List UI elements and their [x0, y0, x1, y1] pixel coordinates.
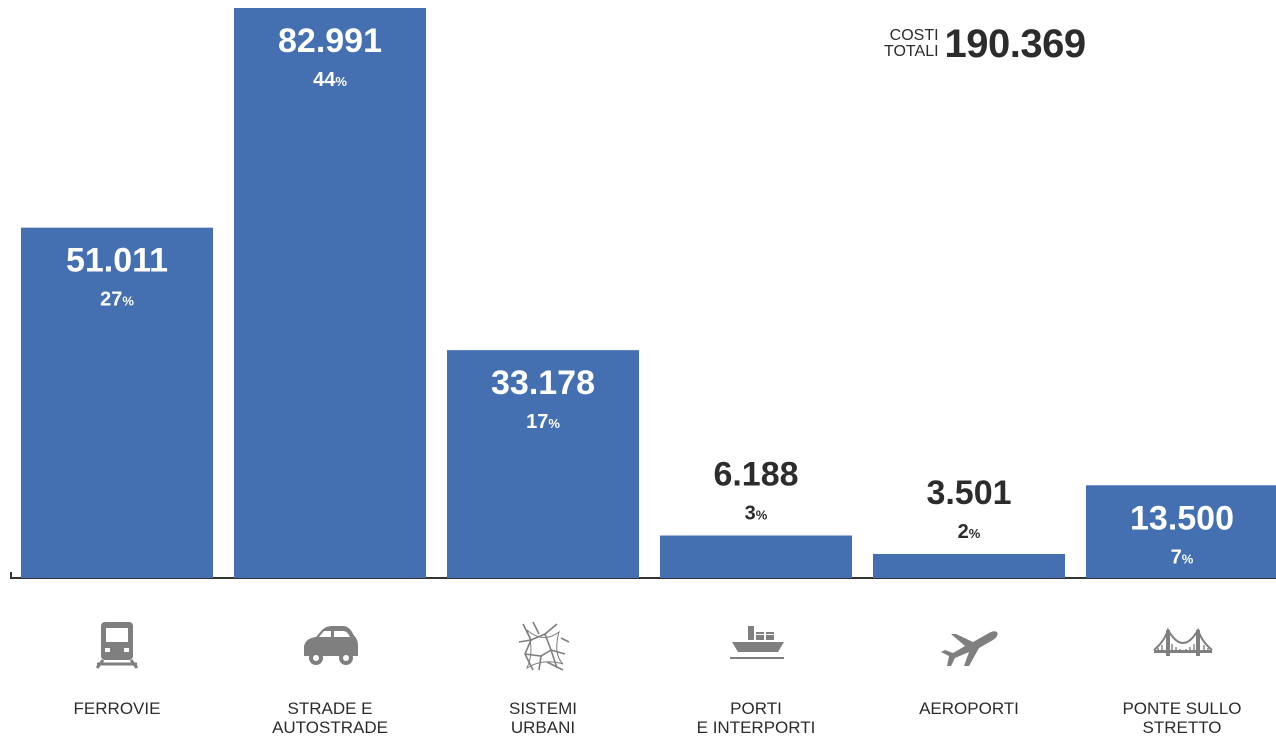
category-label-line: AUTOSTRADE	[272, 718, 388, 737]
category-label: AEROPORTI	[919, 699, 1019, 718]
category-label-line: PORTI	[730, 699, 782, 718]
city-map-icon	[518, 621, 570, 671]
bar-percent-number: 17	[526, 411, 548, 433]
category-label-line: URBANI	[511, 718, 575, 737]
category-label-line: AEROPORTI	[919, 699, 1019, 718]
category-label: SISTEMI URBANI	[509, 699, 577, 737]
x-axis-line	[10, 572, 1276, 579]
bridge-icon	[1153, 627, 1213, 656]
bar-percent-label: 27%	[100, 289, 134, 311]
category-label-line: STRETTO	[1142, 718, 1221, 737]
bar-percent-number: 27	[100, 289, 122, 311]
bar-percent-number: 7	[1171, 546, 1182, 568]
category-label-line: STRADE E	[287, 699, 372, 718]
car-icon	[304, 626, 358, 665]
bar	[234, 8, 426, 578]
bar-percent-number: 3	[745, 502, 756, 524]
total-costs: COSTI TOTALI 190.369	[884, 22, 1086, 66]
train-icon	[95, 622, 139, 669]
bar-value-label: 33.178	[491, 364, 595, 402]
bar-percent-label: 44%	[313, 69, 347, 91]
bar-value-label: 3.501	[926, 474, 1011, 512]
bar-percent-sign: %	[335, 74, 347, 89]
bar-percent-number: 44	[313, 69, 336, 91]
bar-percent-label: 17%	[526, 411, 560, 433]
category-label: STRADE E AUTOSTRADE	[272, 699, 388, 737]
bar	[660, 535, 852, 578]
bar-value-label: 82.991	[278, 22, 382, 60]
bar-value-label: 6.188	[713, 455, 798, 493]
bar	[21, 227, 213, 578]
category-label-line: E INTERPORTI	[697, 718, 816, 737]
bar	[447, 350, 639, 578]
category-label: PORTI E INTERPORTI	[697, 699, 816, 737]
airplane-icon	[941, 631, 998, 666]
bar-value-label: 13.500	[1130, 499, 1234, 537]
category-label-line: FERROVIE	[74, 699, 161, 718]
bar	[873, 553, 1065, 578]
category-label-line: SISTEMI	[509, 699, 577, 718]
bar-percent-sign: %	[969, 526, 981, 541]
total-costs-label: COSTI TOTALI	[884, 28, 939, 60]
bar-percent-sign: %	[548, 416, 560, 431]
bar-percent-sign: %	[756, 507, 768, 522]
bar-percent-label: 7%	[1171, 546, 1194, 568]
bar-percent-sign: %	[1182, 551, 1194, 566]
cargo-ship-icon	[730, 626, 784, 659]
total-costs-value: 190.369	[944, 21, 1087, 66]
total-label-line1: COSTI	[889, 27, 939, 44]
bar-percent-label: 2%	[958, 521, 981, 543]
bar-percent-number: 2	[958, 521, 969, 543]
bar	[1086, 485, 1276, 578]
category-label-line: PONTE SULLO	[1122, 699, 1241, 718]
category-label: FERROVIE	[74, 699, 161, 718]
bar-value-label: 51.011	[66, 242, 168, 280]
bar-percent-sign: %	[122, 294, 134, 309]
bar-percent-label: 3%	[745, 502, 768, 524]
category-label: PONTE SULLO STRETTO	[1122, 699, 1241, 737]
total-label-line2: TOTALI	[884, 43, 939, 60]
